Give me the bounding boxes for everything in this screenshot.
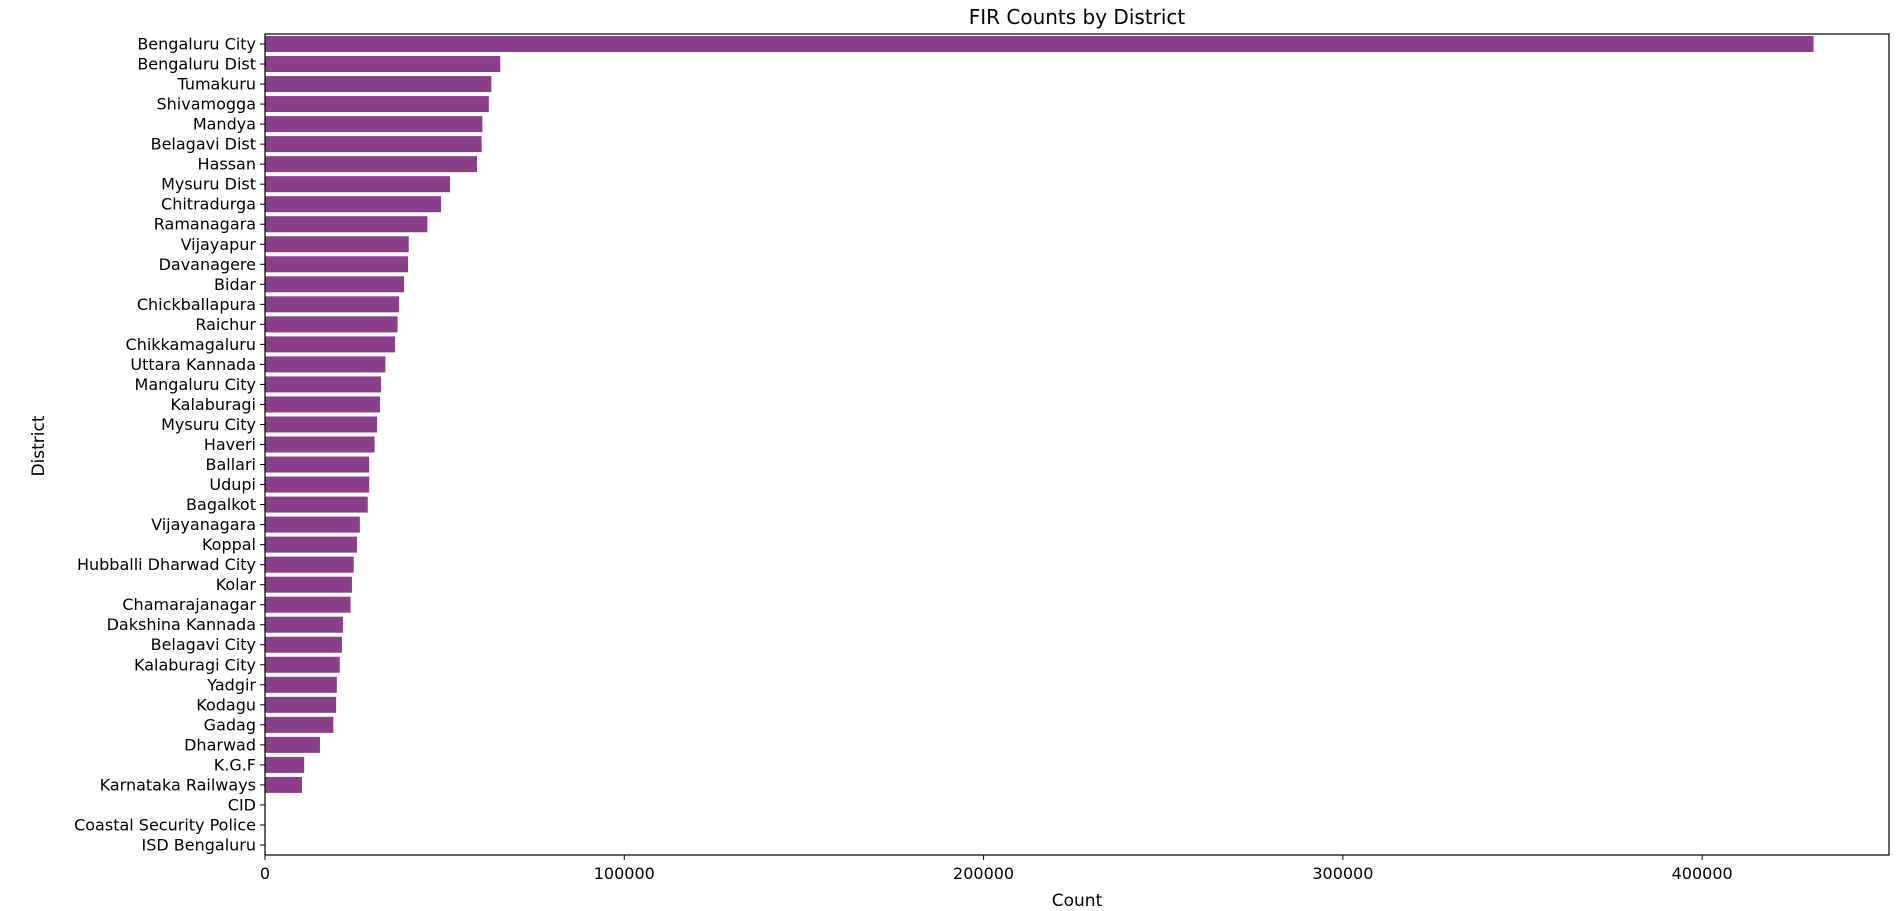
chart-title: FIR Counts by District — [969, 5, 1186, 29]
y-axis-label: District — [29, 415, 49, 476]
bar — [265, 556, 354, 573]
y-tick-label: Shivamogga — [156, 95, 256, 114]
y-tick-label: Ballari — [206, 455, 257, 474]
y-tick-label: Belagavi Dist — [151, 135, 256, 154]
y-tick-label: Haveri — [204, 435, 256, 454]
bar — [265, 756, 305, 773]
x-tick-label: 300000 — [1312, 864, 1373, 883]
bar — [265, 476, 370, 493]
y-tick-label: Davanagere — [159, 255, 256, 274]
x-tick-label: 200000 — [953, 864, 1014, 883]
bar — [265, 416, 378, 433]
bar — [265, 216, 428, 233]
x-tick-label: 400000 — [1672, 864, 1733, 883]
bar — [265, 296, 400, 313]
bar — [265, 516, 360, 533]
bar — [265, 696, 337, 713]
y-tick-label: Kalaburagi City — [134, 655, 256, 674]
x-axis-label: Count — [1052, 891, 1103, 907]
bar — [265, 156, 477, 173]
bar — [265, 776, 303, 793]
y-tick-label: Udupi — [209, 475, 256, 494]
y-tick-label: Bengaluru Dist — [137, 55, 256, 74]
y-tick-label: Belagavi City — [151, 635, 256, 654]
y-tick-label: Kodagu — [196, 695, 256, 714]
y-tick-label: Chickballapura — [137, 295, 256, 314]
bar — [265, 256, 408, 273]
y-tick-label: Vijayanagara — [151, 515, 256, 534]
y-tick-label: Mangaluru City — [135, 375, 256, 394]
bar — [265, 136, 482, 153]
y-tick-label: Chitradurga — [161, 195, 256, 214]
bar — [265, 276, 405, 293]
y-tick-label: Ramanagara — [154, 215, 256, 234]
bars-group — [265, 36, 1814, 793]
bar — [265, 76, 492, 93]
bar — [265, 616, 343, 633]
y-tick-label: Dakshina Kannada — [107, 615, 256, 634]
y-tick-label: Koppal — [202, 535, 256, 554]
y-tick-label: ISD Bengaluru — [141, 835, 256, 854]
y-tick-label: Mandya — [193, 115, 256, 134]
y-tick-label: Chikkamagaluru — [126, 335, 256, 354]
bar — [265, 676, 337, 693]
y-tick-label: Hassan — [198, 155, 256, 174]
bar — [265, 716, 334, 733]
bar — [265, 176, 451, 193]
y-tick-label: Uttara Kannada — [130, 355, 256, 374]
y-tick-label: Coastal Security Police — [74, 815, 256, 834]
y-tick-label: K.G.F — [214, 755, 256, 774]
bar — [265, 56, 501, 73]
bar — [265, 316, 398, 333]
bar — [265, 576, 352, 593]
y-tick-label: Chamarajanagar — [122, 595, 256, 614]
bar — [265, 96, 489, 113]
bar — [265, 596, 351, 613]
y-tick-label: Tumakuru — [176, 75, 256, 94]
bar — [265, 636, 342, 653]
y-tick-label: Karnataka Railways — [100, 775, 256, 794]
y-tick-label: Gadag — [204, 715, 256, 734]
x-axis-ticks: 0 100000 200000 300000 400000 — [260, 855, 1733, 883]
bar — [265, 496, 368, 513]
bar — [265, 536, 357, 553]
y-tick-label: Dharwad — [184, 735, 256, 754]
bar — [265, 736, 320, 753]
y-tick-label: Bengaluru City — [137, 35, 256, 54]
bar — [265, 456, 370, 473]
plot-frame — [264, 33, 1890, 856]
bar — [265, 396, 380, 413]
y-tick-label: Bidar — [214, 275, 256, 294]
bar — [265, 656, 340, 673]
y-tick-label: Raichur — [195, 315, 256, 334]
bar — [265, 236, 409, 253]
bar — [265, 36, 1814, 53]
bar — [265, 376, 382, 393]
x-tick-label: 0 — [260, 864, 270, 883]
bar — [265, 196, 442, 213]
y-tick-label: Vijayapur — [181, 235, 257, 254]
bar — [265, 436, 375, 453]
y-tick-label: Mysuru City — [161, 415, 256, 434]
bar — [265, 336, 396, 353]
y-tick-label: CID — [228, 795, 256, 814]
y-tick-label: Hubballi Dharwad City — [77, 555, 256, 574]
bar — [265, 356, 386, 373]
y-tick-label: Bagalkot — [186, 495, 256, 514]
y-tick-label: Mysuru Dist — [161, 175, 256, 194]
y-tick-label: Kalaburagi — [170, 395, 256, 414]
y-tick-label: Yadgir — [206, 675, 256, 694]
y-tick-label: Kolar — [216, 575, 257, 594]
x-tick-label: 100000 — [594, 864, 655, 883]
bar — [265, 116, 483, 133]
